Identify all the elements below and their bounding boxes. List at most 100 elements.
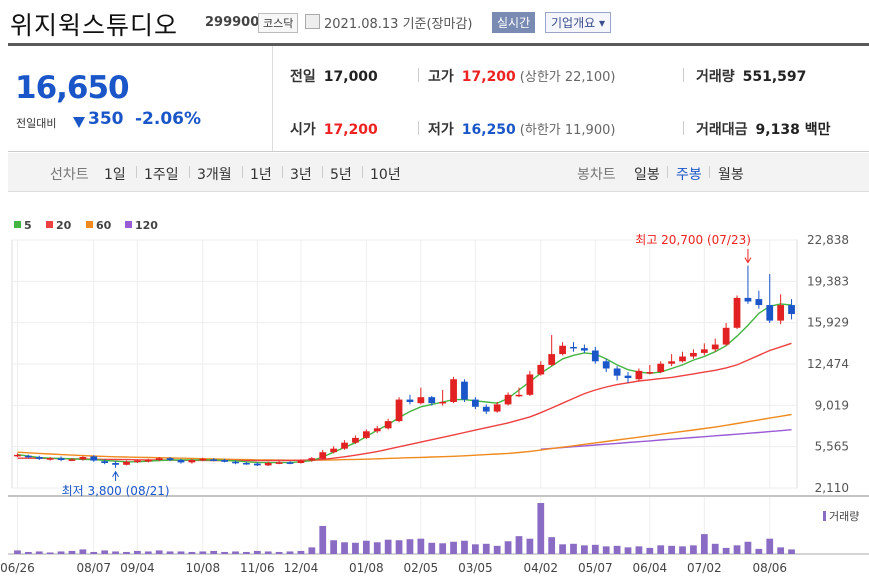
volume-bar bbox=[14, 550, 21, 554]
volume-bar bbox=[471, 544, 479, 554]
candle-body bbox=[395, 399, 403, 422]
tab-5year[interactable]: 5년 bbox=[330, 167, 352, 183]
candle-body bbox=[243, 462, 250, 465]
realtime-button[interactable]: 실시간 bbox=[492, 12, 536, 33]
candle-body bbox=[123, 461, 130, 465]
x-tick-label: 07/02 bbox=[687, 561, 722, 575]
tab-daily[interactable]: 일봉 bbox=[634, 167, 660, 183]
candle-body bbox=[330, 448, 338, 453]
candle-body bbox=[766, 305, 774, 321]
volume-bar bbox=[624, 547, 632, 554]
candle-body bbox=[439, 401, 447, 404]
high-label: 고가 bbox=[428, 69, 454, 85]
x-tick-label: 10/08 bbox=[186, 561, 221, 575]
volume-bar bbox=[439, 543, 447, 554]
candle-body bbox=[210, 459, 218, 461]
volume-bar bbox=[690, 545, 697, 554]
amount-label: 거래대금 bbox=[696, 122, 748, 138]
tab-separator bbox=[362, 166, 363, 178]
legend-swatch bbox=[125, 221, 132, 228]
tab-monthly[interactable]: 월봉 bbox=[718, 167, 744, 183]
volume-bar bbox=[134, 550, 141, 554]
volume-value: 551,597 bbox=[742, 69, 807, 85]
legend-ma60: 60 bbox=[86, 219, 111, 232]
info-separator bbox=[418, 121, 419, 135]
tab-weekly[interactable]: 주봉 bbox=[676, 167, 702, 183]
candle-body bbox=[788, 305, 795, 315]
volume-bar bbox=[537, 503, 545, 554]
candle-body bbox=[155, 458, 163, 461]
candle-body bbox=[657, 363, 665, 373]
volume-bar bbox=[319, 525, 327, 554]
volume-bar bbox=[788, 549, 795, 554]
tab-3year[interactable]: 3년 bbox=[290, 167, 312, 183]
candle-body bbox=[308, 458, 316, 461]
candle-body bbox=[177, 460, 185, 463]
candle-body bbox=[166, 458, 174, 461]
candle-body bbox=[253, 463, 261, 466]
legend-ma20: 20 bbox=[46, 219, 71, 232]
candle-body bbox=[581, 348, 588, 351]
info-col-3: 거래량 551,597 거래대금 9,138 백만 bbox=[696, 46, 866, 151]
open-row: 시가 17,200 bbox=[290, 119, 378, 139]
volume-legend-swatch bbox=[823, 511, 826, 521]
volume-bar bbox=[613, 545, 621, 554]
candle-body bbox=[90, 456, 98, 461]
tab-1day[interactable]: 1일 bbox=[104, 167, 126, 183]
ma20-line bbox=[17, 342, 792, 462]
volume-bar bbox=[373, 542, 381, 554]
volume-bar bbox=[755, 548, 763, 554]
volume-bar bbox=[635, 546, 643, 554]
low-row: 저가 16,250 (하한가 11,900) bbox=[428, 119, 615, 139]
candle-body bbox=[14, 454, 21, 457]
volume-bar bbox=[155, 550, 163, 554]
candle-body bbox=[733, 297, 741, 328]
volume-label: 거래량 bbox=[696, 69, 735, 85]
volume-bar bbox=[482, 543, 490, 554]
candle-body bbox=[406, 399, 414, 402]
candle-body bbox=[755, 299, 763, 306]
candle-body bbox=[35, 457, 43, 459]
stock-name: 위지윅스튜디오 bbox=[10, 11, 179, 40]
candle-body bbox=[144, 460, 152, 462]
diff-label: 전일대비 bbox=[16, 117, 57, 130]
x-tick-label: 04/02 bbox=[523, 561, 558, 575]
volume-bar bbox=[722, 547, 730, 554]
candle-body bbox=[275, 462, 283, 464]
info-separator bbox=[683, 68, 684, 82]
volume-bar bbox=[428, 542, 436, 554]
volume-bar bbox=[308, 547, 316, 554]
volume-bar bbox=[559, 544, 566, 554]
volume-bar bbox=[450, 541, 457, 554]
candle-body bbox=[777, 305, 785, 321]
y-tick-label: 22,838 bbox=[807, 233, 849, 247]
candle-body bbox=[515, 394, 523, 397]
volume-bar bbox=[777, 547, 785, 554]
candle-body bbox=[570, 346, 577, 349]
volume-bar bbox=[515, 536, 523, 554]
volume-bar bbox=[275, 551, 283, 554]
candle-body bbox=[264, 462, 272, 466]
volume-bar bbox=[493, 545, 501, 554]
tab-3month[interactable]: 3개월 bbox=[197, 167, 232, 183]
tab-separator bbox=[136, 166, 137, 178]
company-overview-dropdown[interactable]: 기업개요 ▾ bbox=[545, 12, 611, 33]
info-col-1: 전일 17,000 시가 17,200 bbox=[290, 46, 420, 151]
volume-bar bbox=[188, 551, 196, 554]
volume-bar bbox=[646, 547, 654, 554]
volume-bar bbox=[35, 551, 43, 554]
calendar-icon bbox=[305, 14, 320, 29]
volume-bar bbox=[221, 551, 228, 554]
volume-bar bbox=[395, 540, 403, 554]
x-tick-label: 05/07 bbox=[578, 561, 613, 575]
y-tick-label: 12,474 bbox=[807, 357, 849, 371]
prev-close-value: 17,000 bbox=[323, 69, 378, 85]
upper-limit: (상한가 22,100) bbox=[519, 70, 616, 85]
x-tick-label: 12/04 bbox=[284, 561, 319, 575]
tab-10year[interactable]: 10년 bbox=[370, 167, 401, 183]
tab-1year[interactable]: 1년 bbox=[250, 167, 272, 183]
candle-body bbox=[57, 458, 65, 461]
y-tick-label: 2,110 bbox=[815, 481, 849, 495]
tab-1week[interactable]: 1주일 bbox=[144, 167, 179, 183]
